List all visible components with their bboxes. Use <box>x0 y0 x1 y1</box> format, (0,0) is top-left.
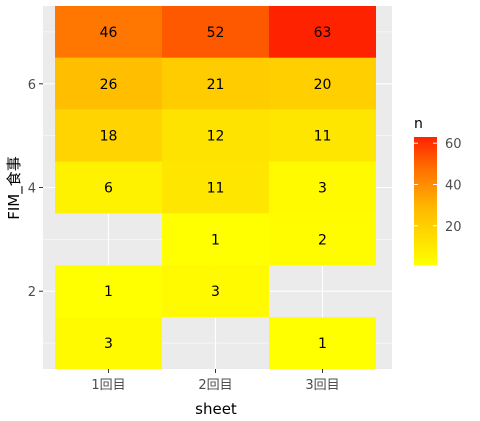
heatmap-cell <box>269 317 376 369</box>
heatmap-cell <box>269 161 376 214</box>
heatmap-cell <box>55 265 162 318</box>
cell-value-label: 46 <box>100 25 118 41</box>
cell-value-label: 18 <box>100 129 118 145</box>
y-axis: 2 4 6 <box>28 78 43 300</box>
heatmap-cell <box>55 317 162 369</box>
legend-tick-label: 40 <box>445 178 462 193</box>
heatmap-cell <box>269 109 376 162</box>
heatmap-cell <box>55 161 162 214</box>
heatmap-cell <box>162 265 269 318</box>
legend-colorbar <box>414 137 437 265</box>
heatmap-cell <box>269 213 376 266</box>
y-tick-label: 6 <box>28 78 36 93</box>
cell-value-label: 21 <box>207 77 225 93</box>
cell-value-label: 1 <box>318 336 327 352</box>
cell-value-label: 26 <box>100 77 118 93</box>
cell-value-label: 6 <box>104 181 113 197</box>
cell-value-label: 20 <box>314 77 332 93</box>
cell-value-label: 52 <box>207 25 225 41</box>
cell-value-label: 11 <box>207 181 225 197</box>
cell-value-label: 1 <box>104 284 113 300</box>
cell-value-label: 3 <box>211 284 220 300</box>
x-axis: 1回目 2回目 3回目 <box>91 369 340 393</box>
heatmap-cells <box>55 6 376 369</box>
x-tick-label: 2回目 <box>198 378 232 393</box>
heatmap-cell <box>269 57 376 110</box>
heatmap-cell <box>269 6 376 58</box>
legend-title: n <box>414 116 423 132</box>
heatmap-cell <box>55 57 162 110</box>
x-tick-label: 3回目 <box>305 378 339 393</box>
heatmap-cell <box>162 57 269 110</box>
legend: n 20 40 60 <box>414 116 462 265</box>
heatmap-cell <box>162 161 269 214</box>
heatmap-cell <box>55 6 162 58</box>
legend-tick-label: 60 <box>445 137 462 152</box>
cell-value-label: 1 <box>211 232 220 248</box>
cell-value-label: 63 <box>314 25 332 41</box>
cell-value-label: 12 <box>207 129 225 145</box>
x-tick-label: 1回目 <box>91 378 125 393</box>
cell-value-label: 3 <box>318 181 327 197</box>
y-tick-label: 2 <box>28 285 36 300</box>
cell-value-label: 11 <box>314 129 332 145</box>
heatmap-cell <box>162 109 269 162</box>
cell-value-label: 2 <box>318 232 327 248</box>
legend-tick-label: 20 <box>445 220 462 235</box>
heatmap-cell <box>55 109 162 162</box>
legend-ticks: 20 40 60 <box>414 137 462 235</box>
heatmap-cell <box>162 6 269 58</box>
y-tick-label: 4 <box>28 182 36 197</box>
heatmap-cell <box>162 213 269 266</box>
cell-value-label: 3 <box>104 336 113 352</box>
x-axis-title: sheet <box>195 400 237 418</box>
y-axis-title: FIM_食事 <box>5 156 24 220</box>
